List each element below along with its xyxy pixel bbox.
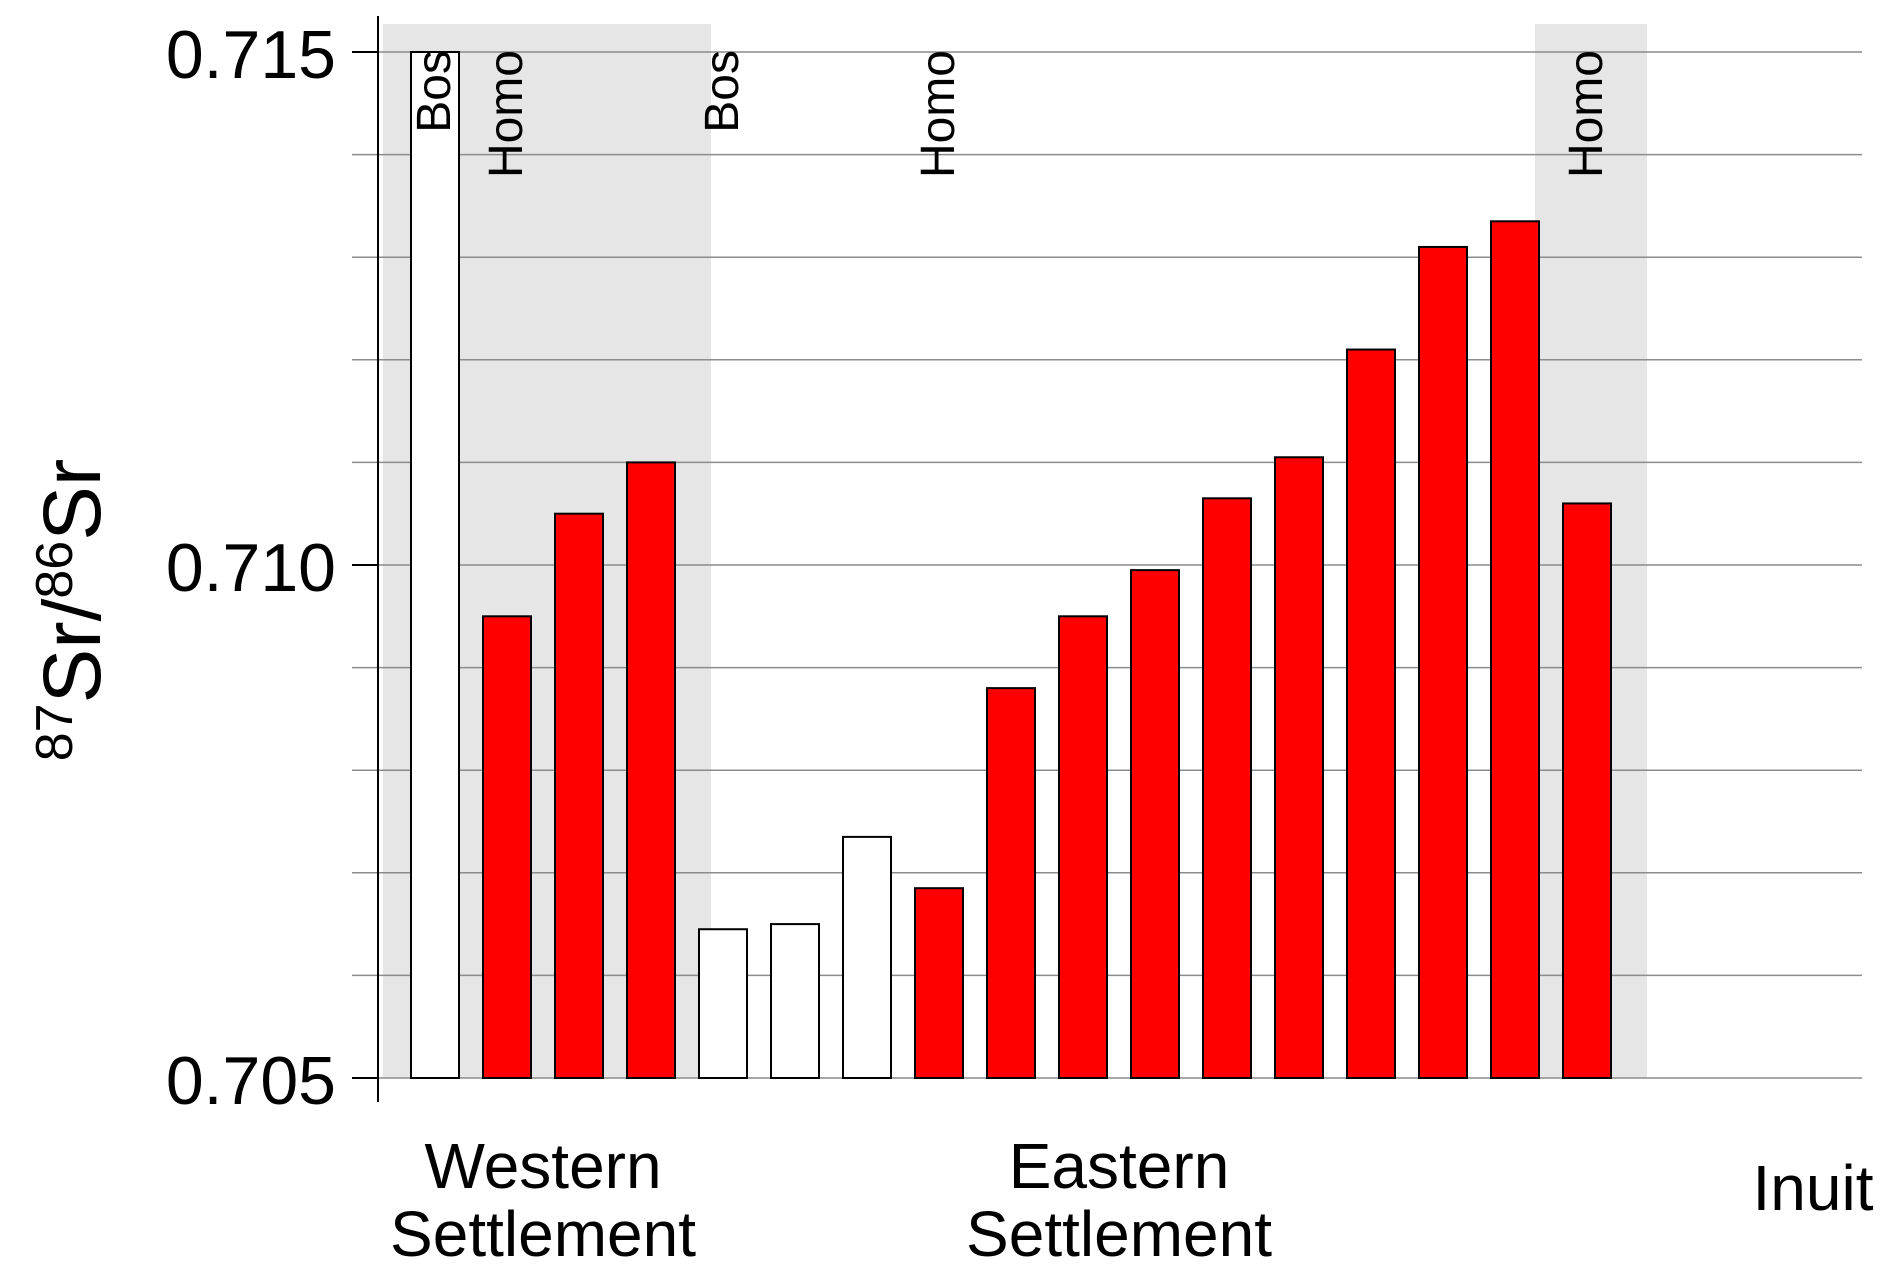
y-axis-label-sr-1: Sr/ bbox=[27, 598, 118, 703]
y-tick-labels: 0.705 0.710 0.715 bbox=[166, 17, 336, 1119]
y-axis-label-sup-86: 86 bbox=[26, 541, 84, 599]
bar-2 bbox=[554, 512, 604, 1079]
y-axis-label-sr-2: Sr bbox=[27, 459, 118, 541]
bar-11 bbox=[1202, 497, 1252, 1079]
group-label-line: Western bbox=[424, 1130, 661, 1202]
gridlines bbox=[352, 51, 1862, 1079]
bars bbox=[410, 51, 1612, 1080]
bar-4 bbox=[698, 928, 748, 1079]
y-tick-label: 0.710 bbox=[166, 530, 336, 606]
bar-6 bbox=[842, 835, 892, 1080]
taxon-label-bos: Bos bbox=[696, 50, 749, 133]
taxon-label-bos: Bos bbox=[408, 50, 461, 133]
group-label-line: Eastern bbox=[1009, 1130, 1230, 1202]
taxon-label-homo: Homo bbox=[1560, 50, 1613, 178]
y-tick-label: 0.705 bbox=[166, 1043, 336, 1119]
y-axis-label-sup-87: 87 bbox=[26, 703, 84, 761]
taxon-labels: Bos Homo Bos Homo Homo bbox=[408, 50, 1613, 178]
bar-10 bbox=[1130, 569, 1180, 1079]
bar-9 bbox=[1058, 615, 1108, 1079]
bar-0 bbox=[410, 51, 460, 1079]
y-tick-label: 0.715 bbox=[166, 17, 336, 93]
bar-7 bbox=[914, 887, 964, 1079]
y-axis-label: 87Sr/86Sr bbox=[26, 459, 118, 761]
bar-15 bbox=[1490, 220, 1540, 1080]
group-label-line: Inuit bbox=[1753, 1152, 1874, 1224]
bar-5 bbox=[770, 923, 820, 1079]
bar-3 bbox=[626, 461, 676, 1079]
bar-12 bbox=[1274, 456, 1324, 1079]
bar-16 bbox=[1562, 502, 1612, 1079]
bar-8 bbox=[986, 687, 1036, 1079]
taxon-label-homo: Homo bbox=[480, 50, 533, 178]
bar-1 bbox=[482, 615, 532, 1079]
bar-13 bbox=[1346, 348, 1396, 1080]
bar-14 bbox=[1418, 245, 1468, 1079]
group-label-line: Settlement bbox=[390, 1198, 696, 1270]
group-label-line: Settlement bbox=[966, 1198, 1272, 1270]
taxon-label-homo: Homo bbox=[912, 50, 965, 178]
